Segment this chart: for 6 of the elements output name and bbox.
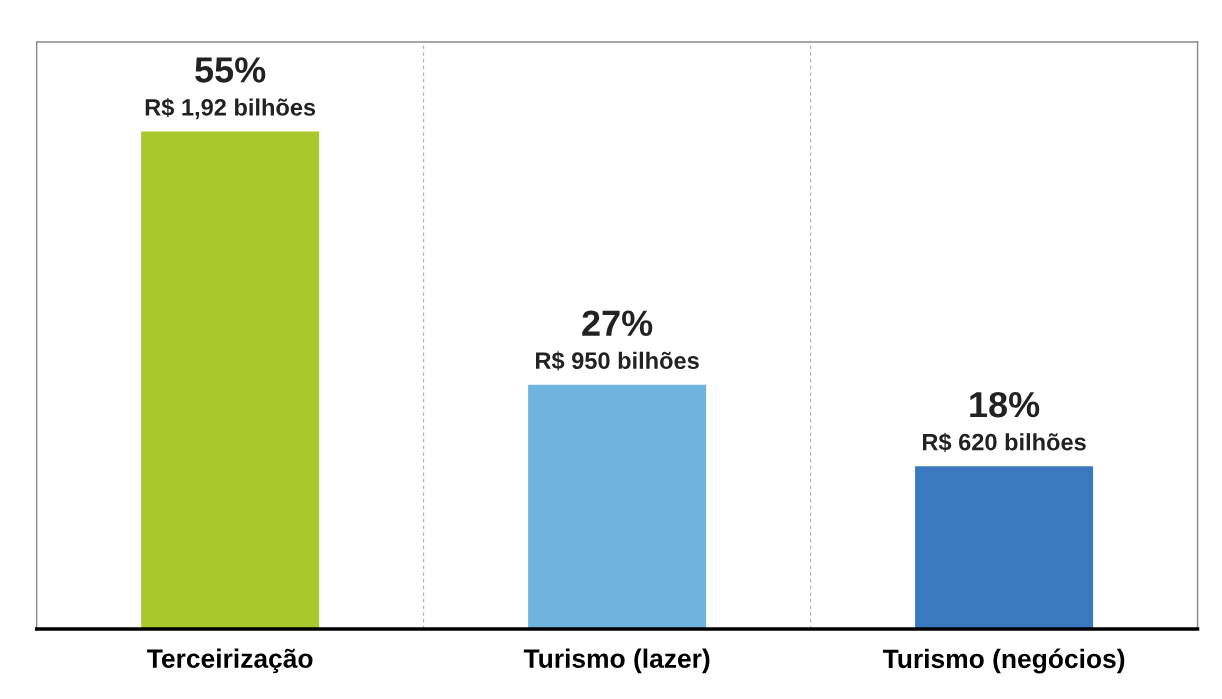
data-label: 27% R$ 950 bilhões [536,310,699,371]
x-tick-label: Turismo (lazer) [523,648,710,674]
data-label: 18% R$ 620 bilhões [922,391,1086,452]
x-tick-label: Terceirização [147,648,313,674]
x-tick-label: Turismo (negócios) [882,648,1125,674]
data-label: 55% R$ 1,92 bilhões [145,57,316,120]
